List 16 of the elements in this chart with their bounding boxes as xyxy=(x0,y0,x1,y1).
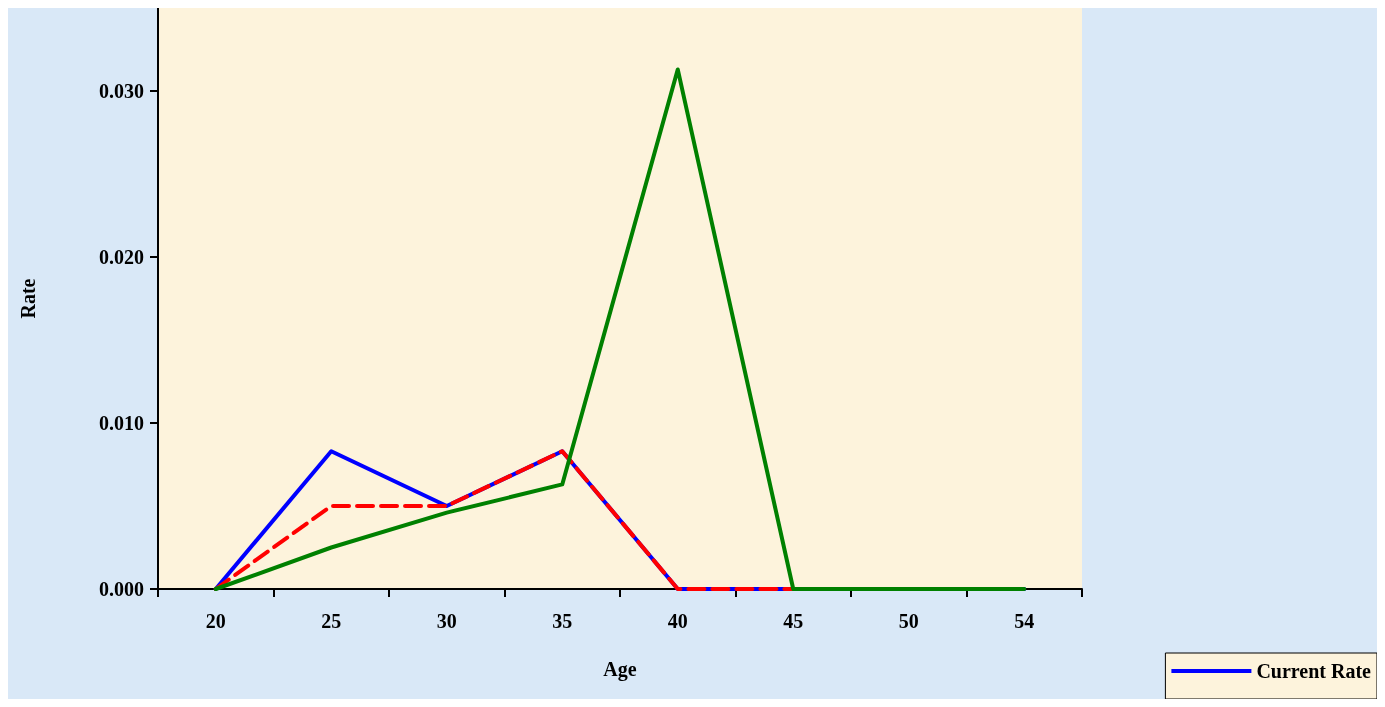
line-series xyxy=(213,67,1027,591)
y-tick-label: 0.020 xyxy=(99,246,144,268)
x-tick-label: 35 xyxy=(552,610,573,632)
y-tick-label: 0.030 xyxy=(99,80,144,102)
y-tick-label: 0.000 xyxy=(99,578,144,600)
x-axis-title: Age xyxy=(603,658,637,681)
x-tick-label: 54 xyxy=(1014,610,1035,632)
y-tick-label: 0.010 xyxy=(99,412,144,434)
x-tick-label: 50 xyxy=(898,610,919,632)
legend-label: Current Rate xyxy=(1256,660,1372,682)
x-tick-label: 45 xyxy=(783,610,804,632)
x-tick-label: 25 xyxy=(321,610,342,632)
x-tick-label: 30 xyxy=(436,610,457,632)
x-tick-label: 40 xyxy=(667,610,688,632)
x-tick-label: 20 xyxy=(205,610,226,632)
y-axis-title: Rate xyxy=(17,278,39,319)
